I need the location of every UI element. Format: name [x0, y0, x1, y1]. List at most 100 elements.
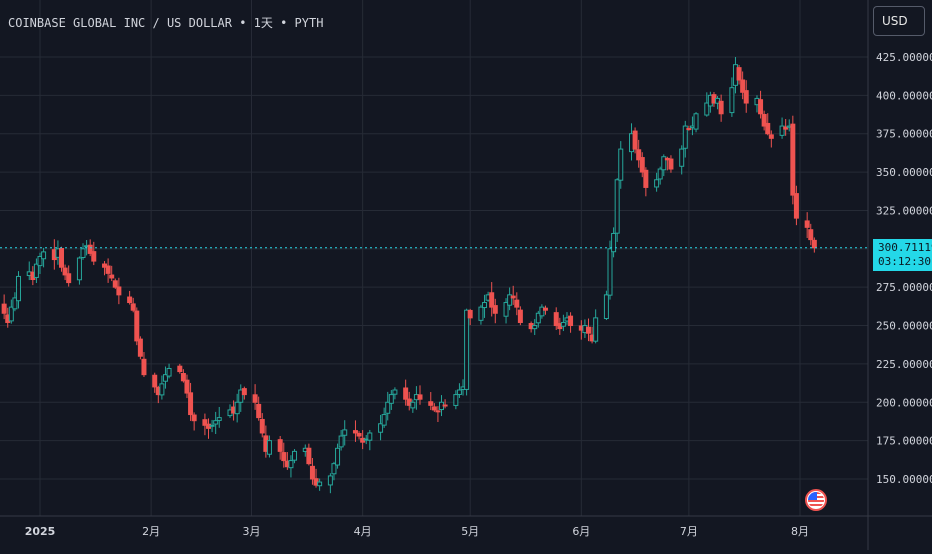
candle[interactable] — [216, 406, 222, 428]
candle[interactable] — [758, 90, 764, 119]
candle[interactable] — [177, 363, 183, 374]
candle[interactable] — [209, 419, 215, 433]
candle[interactable] — [317, 478, 323, 491]
candle[interactable] — [342, 420, 348, 446]
candle[interactable] — [503, 298, 509, 324]
candle[interactable] — [12, 292, 18, 312]
candle[interactable] — [510, 285, 516, 305]
candle[interactable] — [112, 278, 118, 289]
candle[interactable] — [442, 399, 448, 409]
candle[interactable] — [761, 110, 767, 131]
candle[interactable] — [693, 112, 699, 133]
candle[interactable] — [66, 265, 72, 287]
candle[interactable] — [241, 386, 247, 400]
candle[interactable] — [288, 455, 294, 478]
candle[interactable] — [643, 167, 649, 197]
candle[interactable] — [514, 292, 520, 316]
candle[interactable] — [517, 306, 523, 326]
candle[interactable] — [256, 396, 262, 421]
candle[interactable] — [636, 139, 642, 168]
candle[interactable] — [679, 145, 685, 175]
candle[interactable] — [729, 77, 735, 117]
candle[interactable] — [109, 265, 115, 282]
candle[interactable] — [105, 258, 111, 283]
candle[interactable] — [765, 113, 771, 136]
candle[interactable] — [478, 304, 484, 325]
candle[interactable] — [1, 294, 7, 320]
candle[interactable] — [464, 308, 470, 396]
candle[interactable] — [654, 172, 660, 192]
candle[interactable] — [535, 310, 541, 328]
candle[interactable] — [91, 241, 97, 266]
candle[interactable] — [603, 290, 609, 321]
candle[interactable] — [804, 212, 810, 238]
candle[interactable] — [542, 305, 548, 315]
candle[interactable] — [134, 307, 140, 346]
candle[interactable] — [507, 287, 513, 311]
candle[interactable] — [456, 383, 462, 398]
candle[interactable] — [614, 178, 620, 242]
candle[interactable] — [431, 403, 437, 412]
candle[interactable] — [252, 384, 258, 410]
candle[interactable] — [682, 120, 688, 158]
candle[interactable] — [410, 399, 416, 413]
candle[interactable] — [162, 366, 168, 389]
candle[interactable] — [783, 118, 789, 136]
candle[interactable] — [292, 449, 298, 464]
candle[interactable] — [166, 363, 172, 379]
candle[interactable] — [338, 429, 344, 451]
candle[interactable] — [327, 473, 333, 494]
candle[interactable] — [417, 385, 423, 405]
candle[interactable] — [33, 258, 39, 284]
candle[interactable] — [704, 92, 710, 117]
currency-button[interactable]: USD — [873, 6, 925, 36]
candle[interactable] — [568, 312, 574, 333]
candle[interactable] — [76, 256, 82, 285]
candle[interactable] — [428, 392, 434, 411]
candle[interactable] — [127, 290, 133, 305]
candle[interactable] — [202, 413, 208, 436]
candle[interactable] — [482, 294, 488, 318]
price-axis[interactable]: 425.00000 400.00000 375.00000 350.00000 325.… — [876, 51, 932, 486]
candle[interactable] — [385, 391, 391, 421]
candle[interactable] — [743, 80, 749, 113]
candle[interactable] — [553, 307, 559, 330]
candle[interactable] — [309, 457, 315, 485]
symbol-title[interactable]: COINBASE GLOBAL INC / US DOLLAR • 1天 • P… — [8, 16, 324, 30]
candle[interactable] — [213, 411, 219, 435]
us-flag-icon[interactable] — [805, 489, 827, 511]
candle[interactable] — [367, 429, 373, 451]
candle[interactable] — [403, 379, 409, 406]
candle[interactable] — [715, 96, 721, 110]
candle[interactable] — [392, 387, 398, 400]
candle[interactable] — [59, 246, 65, 272]
candle[interactable] — [335, 443, 341, 469]
candle[interactable] — [15, 271, 21, 309]
candle[interactable] — [489, 282, 495, 317]
candle[interactable] — [779, 117, 785, 139]
candle[interactable] — [435, 406, 441, 423]
candle[interactable] — [381, 407, 387, 428]
candle[interactable] — [790, 115, 796, 205]
candle[interactable] — [188, 382, 194, 421]
candle[interactable] — [352, 420, 358, 442]
candle[interactable] — [266, 435, 272, 458]
candle[interactable] — [560, 314, 566, 332]
candle[interactable] — [141, 352, 147, 377]
candle[interactable] — [467, 308, 473, 326]
candle[interactable] — [661, 154, 667, 177]
candle[interactable] — [152, 372, 158, 393]
candle[interactable] — [718, 94, 724, 122]
candle[interactable] — [8, 299, 14, 324]
candle[interactable] — [532, 319, 538, 336]
candle[interactable] — [116, 277, 122, 305]
candle[interactable] — [686, 125, 692, 131]
candle[interactable] — [388, 389, 394, 410]
candle[interactable] — [184, 374, 190, 399]
candle[interactable] — [657, 166, 663, 185]
candle[interactable] — [306, 443, 312, 466]
candle[interactable] — [740, 71, 746, 100]
candle[interactable] — [281, 442, 287, 468]
